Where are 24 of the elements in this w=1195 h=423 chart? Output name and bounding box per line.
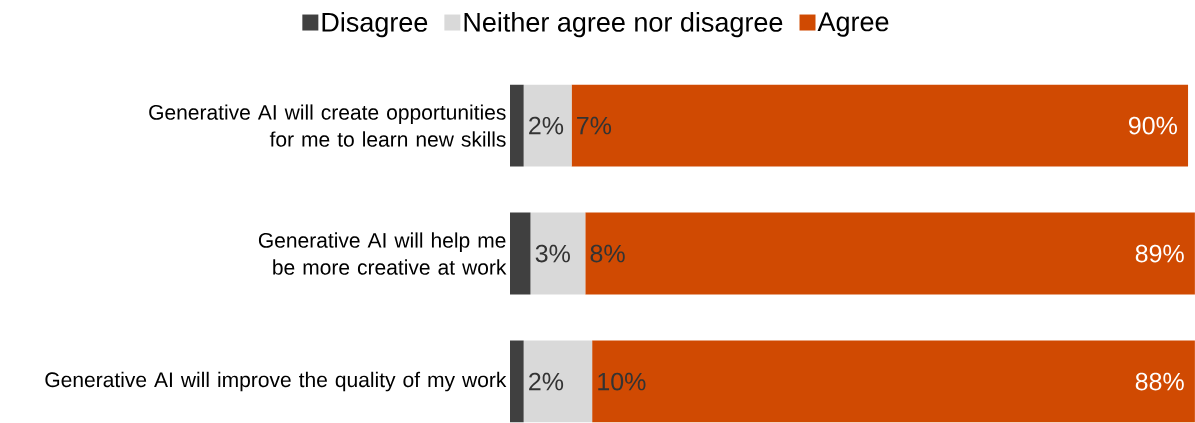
bar bbox=[592, 340, 1195, 423]
bar bbox=[509, 340, 524, 423]
legend-label: Disagree bbox=[322, 12, 428, 38]
data-label: 88% bbox=[1135, 372, 1184, 391]
data-label: 7% bbox=[577, 117, 612, 135]
bar bbox=[571, 84, 1189, 167]
data-label: 89% bbox=[1135, 244, 1184, 263]
y-tick-label: Generative AI will create opportunities for me to learn new skills bbox=[149, 104, 506, 148]
y-tick-label: Generative AI will help me be more creative at work bbox=[258, 232, 507, 276]
data-label: 3% bbox=[535, 244, 570, 263]
data-label: 10% bbox=[598, 372, 646, 391]
bar bbox=[523, 84, 572, 167]
bar bbox=[523, 340, 593, 423]
data-label: 2% bbox=[529, 373, 564, 391]
bar bbox=[509, 212, 531, 295]
data-label: 2% bbox=[529, 117, 564, 135]
bar bbox=[530, 212, 586, 295]
legend-label: Agree bbox=[817, 12, 889, 37]
bar bbox=[585, 212, 1195, 295]
data-label: 8% bbox=[590, 244, 625, 263]
y-tick-label: Generative AI will improve the quality of my work bbox=[45, 372, 507, 392]
data-label: 90% bbox=[1128, 116, 1177, 135]
bar bbox=[509, 84, 524, 167]
legend-label: Neither agree nor disagree bbox=[464, 12, 783, 38]
